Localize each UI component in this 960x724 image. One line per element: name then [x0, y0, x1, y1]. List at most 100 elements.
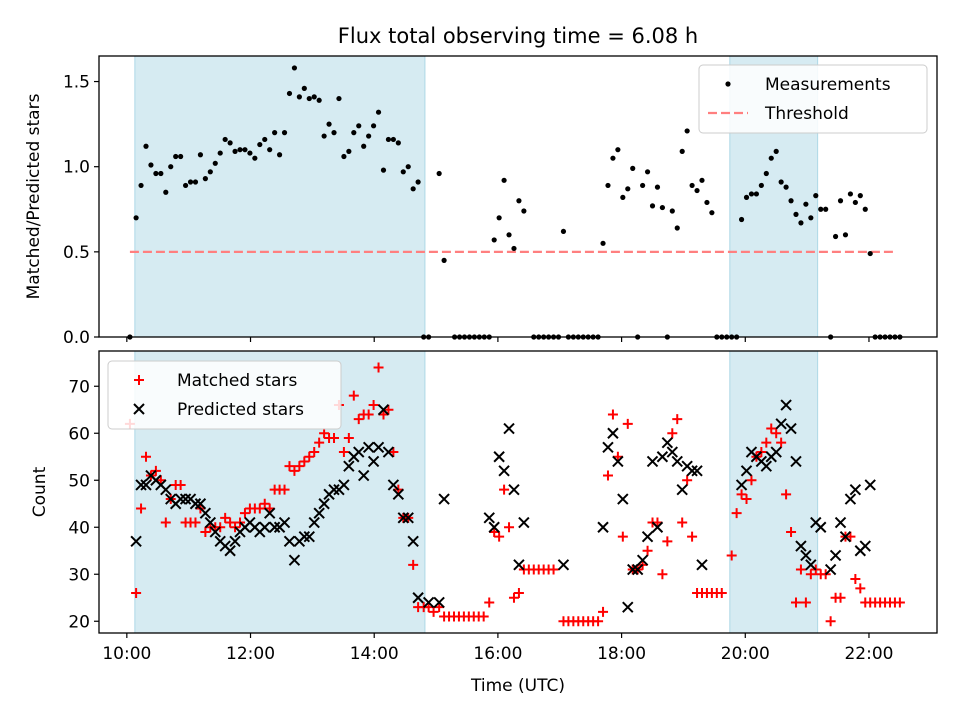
matched-star-point: [314, 437, 325, 448]
predicted-star-point: [362, 441, 375, 454]
predicted-star-point: [686, 465, 698, 477]
matched-star-point: [662, 536, 673, 547]
measurement-point: [306, 95, 312, 102]
measurement-point: [684, 128, 690, 134]
legend-label-predicted: Predicted stars: [177, 400, 304, 420]
shaded-span: [729, 350, 819, 634]
matched-star-point: [894, 597, 905, 608]
measurement-point: [182, 182, 189, 189]
matched-star-point: [845, 531, 856, 542]
matched-star-point: [825, 616, 836, 627]
measurement-point: [173, 153, 179, 160]
matched-star-point: [136, 503, 147, 514]
matched-star-point: [602, 470, 613, 481]
matched-star-point: [835, 592, 846, 603]
matched-star-point: [304, 451, 315, 462]
measurement-point: [316, 97, 322, 103]
predicted-star-point: [795, 540, 807, 552]
matched-star-point: [428, 606, 439, 617]
predicted-star-point: [770, 446, 782, 458]
measurement-point: [679, 148, 685, 154]
measurement-point: [400, 169, 406, 175]
matched-star-point: [672, 414, 683, 425]
measurement-point: [837, 198, 844, 204]
matched-star-point: [766, 423, 777, 434]
measurement-point: [704, 199, 710, 206]
predicted-star-point: [815, 521, 827, 533]
measurement-point: [521, 208, 527, 214]
measurement-point: [620, 194, 626, 200]
measurement-point: [773, 148, 779, 154]
measurement-point: [674, 225, 680, 231]
measurement-point: [842, 232, 849, 238]
measurement-point: [197, 152, 204, 158]
legend: Matched stars Predicted stars: [107, 360, 342, 430]
matched-star-point: [368, 400, 379, 411]
measurement-point: [605, 182, 611, 189]
matched-star-point: [593, 616, 604, 627]
matched-star-point: [190, 517, 201, 528]
measurement-point: [356, 123, 362, 129]
predicted-star-point: [422, 596, 435, 609]
measurement-point: [436, 170, 442, 177]
figure-title: Flux total observing time = 6.08 h: [338, 24, 698, 48]
matched-star-point: [617, 531, 628, 542]
measurement-point: [511, 245, 517, 252]
predicted-star-point: [508, 483, 520, 496]
measurement-point: [267, 147, 273, 153]
measurement-point: [331, 130, 337, 136]
predicted-star-point: [622, 601, 634, 613]
predicted-star-point: [617, 493, 629, 505]
measurement-point: [133, 215, 139, 221]
matched-star-point: [343, 432, 354, 443]
measurement-point: [276, 152, 283, 158]
predicted-star-point: [513, 559, 525, 571]
predicted-star-point: [308, 516, 320, 529]
matched-star-point: [682, 475, 693, 486]
measurement-point: [788, 198, 794, 204]
measurement-point: [793, 211, 799, 217]
measurement-point: [818, 206, 824, 212]
measurement-point: [252, 155, 258, 161]
measurement-point: [615, 147, 621, 153]
matched-star-point: [239, 508, 250, 519]
matched-star-point: [761, 437, 772, 448]
matched-star-point: [254, 503, 265, 514]
measurement-point: [232, 148, 238, 154]
measurement-point: [272, 130, 278, 136]
predicted-star-point: [199, 507, 212, 519]
predicted-star-point: [651, 521, 664, 533]
measurement-point: [311, 94, 317, 100]
legend-box: [698, 64, 928, 134]
measurement-point: [178, 153, 184, 160]
measurement-point: [709, 210, 715, 216]
y-tick-label: 60: [68, 424, 90, 444]
measurement-point: [803, 201, 809, 207]
predicted-star-point: [130, 535, 142, 548]
predicted-star-point: [498, 465, 510, 477]
measurement-point: [738, 216, 745, 223]
predicted-star-point: [483, 512, 495, 524]
y-tick-label: 70: [68, 377, 90, 397]
predicted-star-point: [402, 512, 414, 524]
predicted-star-point: [382, 446, 395, 458]
measurement-point: [351, 130, 357, 136]
predicted-star-point: [627, 563, 639, 576]
predicted-star-point: [671, 455, 683, 468]
measurement-point: [415, 179, 421, 185]
matched-star-point: [373, 362, 384, 373]
predicted-star-point: [518, 516, 530, 529]
measurement-point: [659, 204, 666, 211]
predicted-star-point: [367, 455, 380, 468]
measurement-point: [395, 140, 401, 146]
matched-star-point: [225, 517, 236, 528]
measurement-point: [768, 155, 774, 161]
matched-star-point: [726, 550, 737, 561]
matched-star-point: [175, 479, 186, 490]
predicted-star-point: [839, 530, 852, 543]
predicted-star-point: [775, 418, 787, 430]
predicted-star-point: [372, 441, 385, 454]
matched-star-point: [513, 588, 524, 599]
matched-star-point: [329, 432, 340, 443]
matched-star-point: [279, 484, 290, 495]
